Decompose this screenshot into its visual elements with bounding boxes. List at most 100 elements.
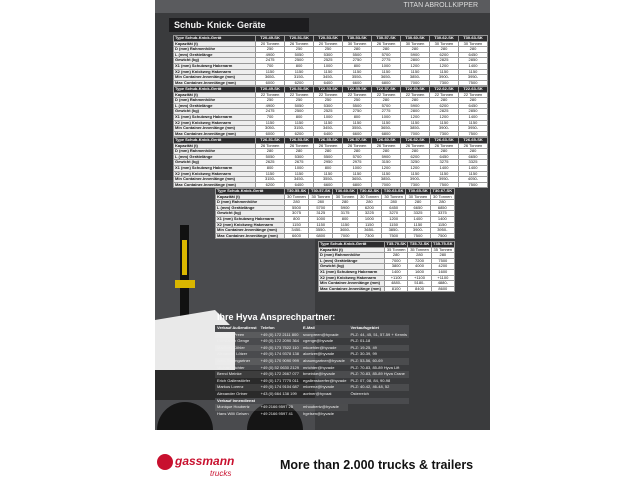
row: Min Container-Innenlänge (mm) 3050- 3150- 3…	[172, 125, 489, 132]
cell: 8100	[384, 285, 409, 293]
cell: Österreich	[350, 390, 369, 396]
column-header: T22-63-SK	[457, 86, 489, 93]
row: Gewicht (kg) 3800 4000 4200	[317, 263, 456, 270]
row-label: X2 (mm) Knickweg Hakenarm	[172, 119, 257, 127]
heading-box: Schub- Knick- Geräte	[169, 18, 309, 32]
cell: 8400	[407, 285, 432, 293]
cell: PLZ: 07, 08, 84, 90-98	[350, 377, 391, 383]
row: X2 (mm) Knickweg Hakenarm 1150 1150 1150 115…	[215, 221, 456, 229]
cell: 7500	[381, 232, 407, 240]
cell: 6200	[284, 79, 315, 87]
contact-row: Matthias Köhler +49 (0) 173 7522 110 mkoeh…	[215, 344, 410, 352]
cell: PLZ: 19-25, 49	[348, 344, 410, 352]
cell: 6800	[308, 232, 334, 240]
cell: 7000	[400, 79, 430, 87]
row: Max Container-Innenlänge (mm) 6200 6400 660…	[172, 181, 489, 189]
cell: 8600	[430, 285, 456, 293]
row: D (mm) Rahmenhöhe 280 280 280	[317, 252, 456, 259]
cell: Alexander Ortner	[217, 390, 248, 396]
contacts: Ihre Hyva Ansprechpartner: Verkauf Außen…	[215, 312, 483, 417]
cell: 6800	[342, 181, 373, 189]
cell: 6400	[284, 181, 315, 189]
cell: Matthias Köhler	[215, 344, 259, 352]
cell: egallenstoerfer@hyvade	[303, 377, 347, 383]
header-row: Type Schub-Knick-Gerät T20-49-SK T20-51-SK…	[172, 86, 489, 93]
row: Kapazität (t) 20 Tonnen 26 Tonnen 20 Tonnen…	[172, 40, 489, 48]
cell: Hans Willi Gelsen	[217, 410, 249, 416]
contacts-table: Verkauf Außendienst Telefon E-Mail Verkaufs…	[215, 325, 410, 417]
heading: Schub- Knick- Geräte	[174, 20, 266, 30]
cell: +49 (0) 173 7522 110	[258, 344, 302, 352]
cell: 6200	[255, 181, 286, 189]
cell: 1400	[457, 114, 489, 121]
row: X1 (mm) Schubweg Hakenarm 700 800 1000 800 10…	[172, 63, 489, 70]
row-label: X1 (mm) Schubweg Hakenarm	[172, 63, 257, 70]
cell: 7000	[400, 130, 430, 138]
cell: 1600	[430, 269, 456, 276]
cell: 6600	[342, 130, 373, 138]
cell: PLZ: 70-83, 85-89 Hyva Crane	[348, 371, 410, 378]
row: Kapazität (t) 22 Tonnen 22 Tonnen 22 Tonnen…	[172, 91, 489, 99]
cell: Alex. Baumgartner	[215, 357, 259, 365]
cell: +49 (0) 171 7775 011	[260, 377, 299, 383]
spec-table: Type Schub-Knick-Gerät T20-49-SK T20-51-SK…	[172, 86, 489, 138]
row-label: Max Container-Innenlänge (mm)	[215, 232, 285, 240]
chassis	[155, 370, 315, 400]
cell: +49 (0) 52 0630 2129	[260, 364, 300, 370]
contact-row: Michael Richter +49 (0) 52 0630 2129 mrich…	[215, 365, 409, 372]
cylinder	[182, 240, 187, 275]
contact-row: Erich Gallenstörfer +49 (0) 171 7775 011 e…	[215, 378, 409, 385]
row-label: X1 (mm) Schubweg Hakenarm	[172, 114, 257, 121]
cell: Markus Lorenz	[215, 384, 259, 391]
cell: 7300	[429, 130, 459, 138]
cell: +49 2166 9597 41	[260, 410, 294, 416]
cell: 7300	[356, 232, 383, 240]
cell: Alexander Lötzer	[217, 351, 248, 357]
cell: mkoehler@hyvade	[301, 344, 349, 352]
header-bar: TITAN ABROLLKIPPER	[155, 0, 490, 13]
cell: 280	[457, 97, 489, 104]
spec-table: Type Schub-Knick-Gerät T26-51-SK T26-53-SK…	[172, 137, 489, 189]
header-row: Verkauf Außendienst Telefon E-Mail Verkaufs…	[215, 325, 410, 332]
hydraulic-arm	[180, 225, 189, 355]
row-label: Gewicht (kg)	[172, 108, 257, 115]
cell: 7300	[400, 181, 430, 189]
header-row: Type Schub-Knick-Gerät T26-51-SK T26-53-SK…	[172, 137, 489, 144]
cell: 6600	[283, 232, 310, 240]
logo: gassmann trucks	[157, 454, 234, 478]
section-title: Verkauf Innendienst	[215, 397, 410, 405]
row: Max Container-Innenlänge (mm) 6000 6200 640…	[172, 130, 489, 138]
cell: +49 (0) 172 2111 800	[258, 331, 302, 339]
contact-row: Stefan v. Preen +49 (0) 172 2111 800 svonp…	[215, 331, 410, 339]
cell: 4880-	[430, 280, 456, 287]
cell: Bernd Meinke	[215, 371, 259, 378]
row-label: D (mm) Rahmenhöhe	[172, 97, 257, 104]
cell: 7500	[457, 130, 489, 138]
cell: +1100	[430, 274, 456, 282]
cell: 6000	[255, 130, 286, 138]
spec-table: Type Schub-Knick-Gerät T20-49-SK T20-51-SK…	[172, 35, 489, 87]
cell: abaumgartner@hyvade	[301, 357, 349, 365]
cell: +49 (0) 174 9378 138	[260, 351, 300, 357]
slogan: More than 2.000 trucks & trailers	[280, 458, 474, 472]
cell: PLZ: 70-83, 85-89 Hyva Lift	[350, 364, 400, 370]
cell: 7000	[371, 181, 402, 189]
cell: 6400	[313, 130, 344, 138]
cell: 6800	[371, 79, 402, 87]
cell: 6450	[457, 102, 489, 110]
contact-row: Constantin Genge +49 (0) 172 2090 364 cgen…	[215, 338, 409, 345]
cell: hgelsen@hyvade	[303, 410, 334, 416]
header-title: TITAN ABROLLKIPPER	[403, 2, 478, 9]
cell: 7500	[429, 232, 456, 240]
cell: +43 (0) 664 138 199	[260, 390, 297, 396]
cylinder	[175, 280, 195, 288]
cell: 7500	[457, 181, 489, 189]
contacts-title: Ihre Hyva Ansprechpartner:	[217, 312, 336, 322]
corner-cell: Type Schub-Knick-Gerät	[172, 86, 257, 93]
header-row: Type Schub-Knick-Gerät T35-70-SK T35-72-SK…	[317, 241, 456, 248]
cell: Monique Houbertz	[215, 404, 259, 411]
cell: +49 2166 9597 25	[258, 404, 302, 411]
row: Min Container-Innenlänge (mm) 4880- 5180- 4…	[317, 280, 456, 287]
header-row: Type Schub-Knick-Gerät T20-49-SK T20-51-SK…	[172, 35, 489, 42]
